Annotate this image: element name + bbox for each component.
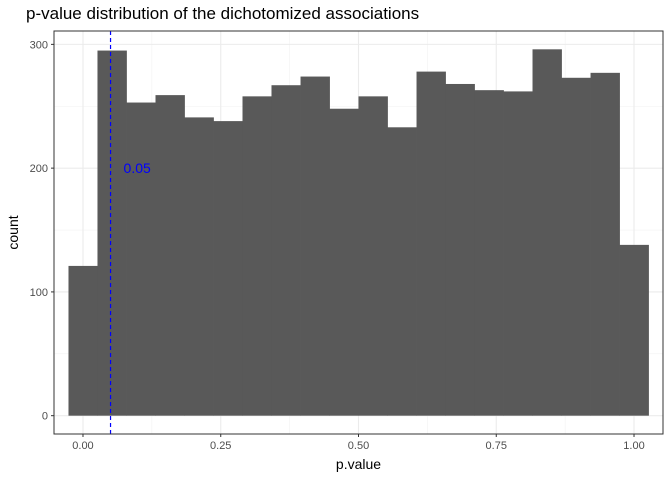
histogram-bar: [503, 91, 533, 416]
histogram-bar: [445, 83, 475, 416]
histogram-bar: [271, 85, 301, 416]
x-axis-title: p.value: [336, 456, 381, 472]
y-tick-label: 200: [30, 163, 48, 175]
chart-title: p-value distribution of the dichotomized…: [26, 4, 420, 23]
histogram-bar: [68, 265, 98, 416]
histogram-bar: [590, 72, 620, 416]
x-tick-label: 0.50: [348, 440, 369, 452]
histogram-bar: [155, 95, 185, 416]
histogram-bar: [358, 96, 388, 416]
x-tick-label: 0.75: [486, 440, 507, 452]
x-tick-label: 1.00: [623, 440, 644, 452]
histogram-bar: [126, 102, 156, 416]
reference-line-group: 0.05: [109, 31, 151, 434]
histogram-bars: [68, 49, 649, 416]
histogram-bar: [97, 50, 127, 416]
reference-line-label: 0.05: [124, 160, 151, 176]
histogram-bar: [474, 90, 504, 416]
y-tick-label: 300: [30, 39, 48, 51]
histogram-bar: [184, 117, 214, 416]
y-axis-title: count: [5, 215, 21, 249]
histogram-bar: [300, 76, 330, 416]
y-tick-label: 100: [30, 287, 48, 299]
histogram-bar: [619, 244, 649, 416]
x-tick-label: 0.00: [72, 440, 93, 452]
x-tick-label: 0.25: [210, 440, 231, 452]
histogram-bar: [329, 108, 359, 416]
histogram-bar: [561, 77, 591, 416]
histogram-bar: [532, 49, 562, 416]
histogram-bar: [416, 71, 446, 416]
y-tick-label: 0: [42, 411, 48, 423]
histogram-bar: [387, 127, 417, 416]
axes: 0.00 0.25 0.50 0.75 1.00 0 100 200 300: [30, 39, 645, 452]
histogram-bar: [213, 121, 243, 416]
histogram-bar: [242, 96, 272, 416]
